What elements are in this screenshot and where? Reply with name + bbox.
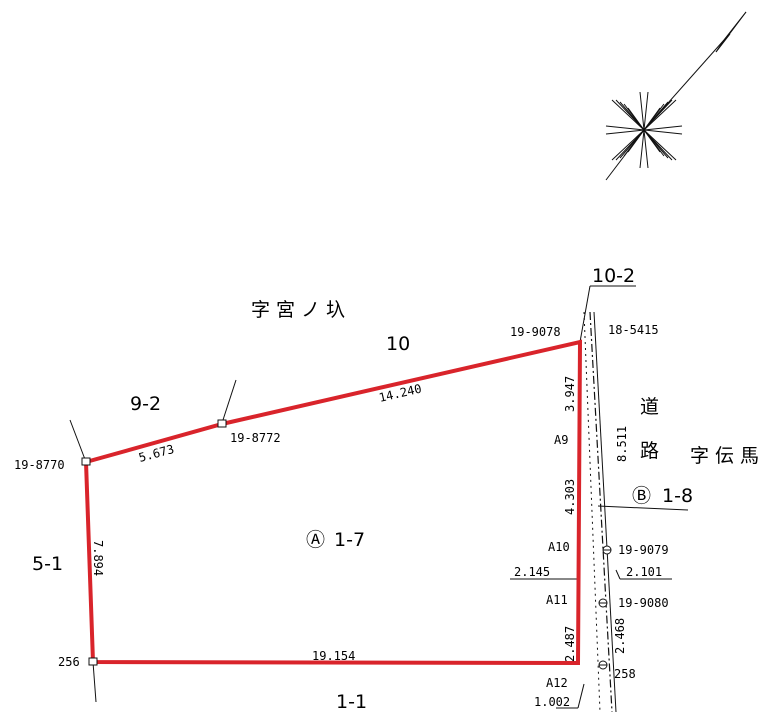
parcel-a-label: Ⓐ 1-7: [306, 529, 365, 551]
compass-rose-icon: [605, 91, 683, 169]
point-a9: A9: [554, 433, 568, 447]
north-arrow-icon: [605, 11, 747, 181]
lot-5-1: 5-1: [32, 553, 63, 575]
place-name-east: 字伝馬: [690, 445, 763, 467]
point-18-5415: 18-5415: [608, 323, 659, 337]
parcel-a-number: 1-7: [334, 529, 365, 551]
dimension-8-511: 8.511: [615, 426, 629, 462]
parcel-b-label: Ⓑ 1-8: [632, 485, 693, 507]
point-19-9079: 19-9079: [618, 543, 669, 557]
place-name-north: 字宮ノ圦: [251, 299, 351, 321]
marker-19-8770: [81, 457, 91, 466]
marker-19-8772: [217, 419, 227, 428]
parcel-boundary: [83, 339, 583, 666]
point-19-9080: 19-9080: [618, 596, 669, 610]
point-a10: A10: [548, 540, 570, 554]
lot-1-1: 1-1: [336, 691, 367, 712]
dimension-2-487: 2.487: [563, 626, 577, 662]
dimension-2-145: 2.145: [514, 565, 550, 579]
point-256: 256: [58, 655, 80, 669]
point-19-8772: 19-8772: [230, 431, 281, 445]
dimension-19-154: 19.154: [312, 649, 355, 663]
dimension-1-002: 1.002: [534, 695, 570, 709]
point-258: 258: [614, 667, 636, 681]
road-label-char-1: 道: [640, 396, 659, 418]
road-label-char-2: 路: [640, 440, 659, 462]
point-a12: A12: [546, 676, 568, 690]
parcel-b-symbol: Ⓑ: [632, 485, 651, 507]
dimension-7-894: 7.894: [91, 540, 105, 576]
road-edge-lines: [583, 311, 617, 712]
point-a11: A11: [546, 593, 568, 607]
dimension-2-101: 2.101: [626, 565, 662, 579]
dimension-4-303: 4.303: [563, 479, 577, 515]
dimension-3-947: 3.947: [563, 376, 577, 412]
point-19-8770: 19-8770: [14, 458, 65, 472]
lot-9-2: 9-2: [130, 393, 161, 415]
parcel-b-number: 1-8: [662, 485, 693, 507]
reference-lines: [69, 285, 689, 709]
point-19-9078: 19-9078: [510, 325, 561, 339]
lot-10: 10: [386, 333, 410, 355]
point-markers: [81, 419, 612, 670]
dimension-2-468: 2.468: [613, 618, 627, 654]
parcel-a-symbol: Ⓐ: [306, 529, 325, 551]
lot-10-2: 10-2: [592, 265, 635, 287]
marker-256: [88, 657, 98, 666]
